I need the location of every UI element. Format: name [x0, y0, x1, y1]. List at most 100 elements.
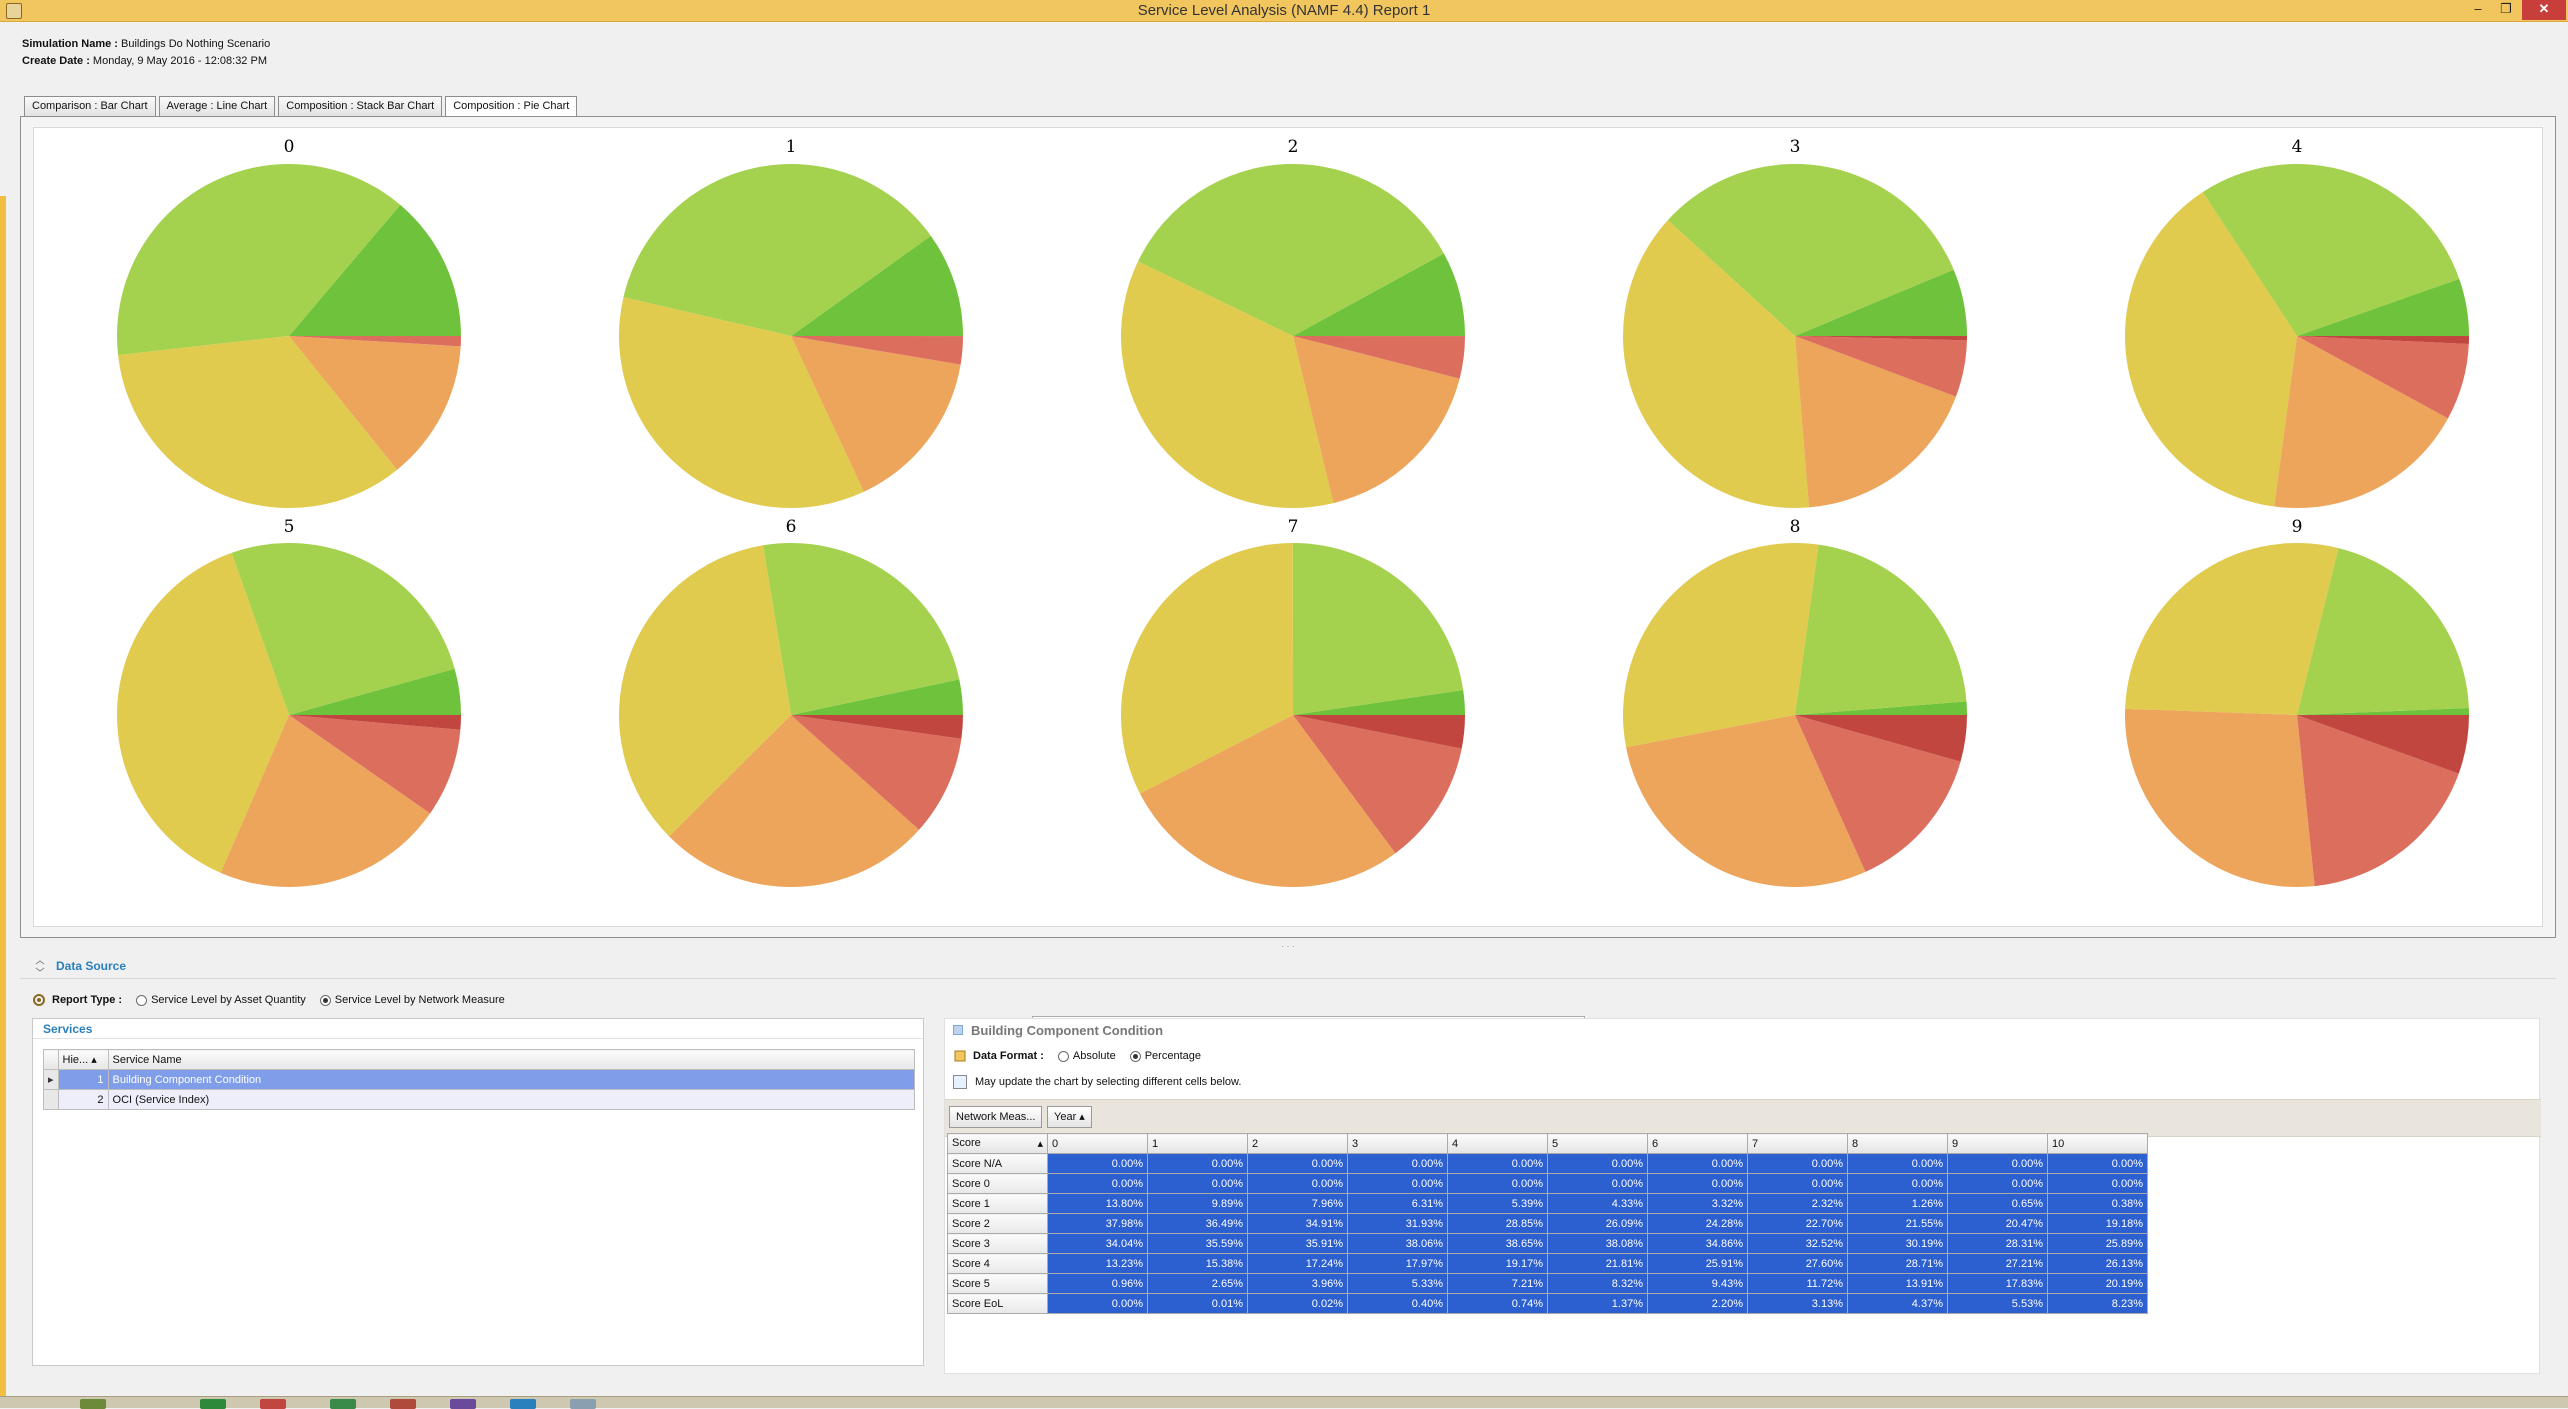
score-row-label[interactable]: Score 0 [948, 1174, 1048, 1194]
asset-quantity-label[interactable]: Service Level by Asset Quantity [151, 994, 306, 1006]
table-cell[interactable]: 0.65% [1948, 1194, 2048, 1214]
table-cell[interactable]: 11.72% [1748, 1274, 1848, 1294]
year-column-header[interactable]: 3 [1348, 1134, 1448, 1154]
tab-stack-bar-chart[interactable]: Composition : Stack Bar Chart [278, 96, 442, 116]
service-id[interactable]: 2 [58, 1090, 108, 1110]
table-cell[interactable]: 17.24% [1248, 1254, 1348, 1274]
table-cell[interactable]: 0.96% [1048, 1274, 1148, 1294]
table-cell[interactable]: 37.98% [1048, 1214, 1148, 1234]
table-cell[interactable]: 0.00% [1448, 1154, 1548, 1174]
table-cell[interactable]: 28.85% [1448, 1214, 1548, 1234]
table-cell[interactable]: 2.32% [1748, 1194, 1848, 1214]
table-cell[interactable]: 28.31% [1948, 1234, 2048, 1254]
table-cell[interactable]: 32.52% [1748, 1234, 1848, 1254]
score-row-label[interactable]: Score 2 [948, 1214, 1048, 1234]
table-cell[interactable]: 6.31% [1348, 1194, 1448, 1214]
table-cell[interactable]: 17.83% [1948, 1274, 2048, 1294]
table-cell[interactable]: 5.53% [1948, 1294, 2048, 1314]
score-row-label[interactable]: Score 4 [948, 1254, 1048, 1274]
year-column-header[interactable]: 0 [1048, 1134, 1148, 1154]
table-cell[interactable]: 35.91% [1248, 1234, 1348, 1254]
table-cell[interactable]: 7.96% [1248, 1194, 1348, 1214]
table-cell[interactable]: 5.33% [1348, 1274, 1448, 1294]
hierarchy-column-header[interactable]: Hie... ▴ [58, 1050, 108, 1070]
restore-button[interactable]: ❐ [2492, 0, 2520, 20]
year-column-header[interactable]: 9 [1948, 1134, 2048, 1154]
year-column-header[interactable]: 6 [1648, 1134, 1748, 1154]
table-cell[interactable]: 0.00% [1048, 1154, 1148, 1174]
table-cell[interactable]: 27.21% [1948, 1254, 2048, 1274]
year-column-header[interactable]: 5 [1548, 1134, 1648, 1154]
table-cell[interactable]: 34.04% [1048, 1234, 1148, 1254]
score-row-label[interactable]: Score 1 [948, 1194, 1048, 1214]
table-cell[interactable]: 9.89% [1148, 1194, 1248, 1214]
score-column-header[interactable]: Score ▴ [948, 1134, 1048, 1154]
table-cell[interactable]: 0.40% [1348, 1294, 1448, 1314]
table-cell[interactable]: 38.08% [1548, 1234, 1648, 1254]
table-cell[interactable]: 13.80% [1048, 1194, 1148, 1214]
table-cell[interactable]: 2.65% [1148, 1274, 1248, 1294]
table-row[interactable]: ▸ 1 Building Component Condition [44, 1070, 915, 1090]
table-cell[interactable]: 0.00% [1848, 1154, 1948, 1174]
table-cell[interactable]: 17.97% [1348, 1254, 1448, 1274]
table-cell[interactable]: 0.00% [1848, 1174, 1948, 1194]
year-column-header[interactable]: 10 [2048, 1134, 2148, 1154]
table-cell[interactable]: 0.02% [1248, 1294, 1348, 1314]
title-bar[interactable]: Service Level Analysis (NAMF 4.4) Report… [0, 0, 2568, 22]
tab-pie-chart[interactable]: Composition : Pie Chart [445, 96, 577, 117]
network-measure-label[interactable]: Service Level by Network Measure [335, 994, 505, 1006]
table-cell[interactable]: 0.00% [1648, 1154, 1748, 1174]
panel-splitter[interactable]: · · · [20, 944, 2556, 950]
tab-line-chart[interactable]: Average : Line Chart [159, 96, 276, 116]
table-cell[interactable]: 38.06% [1348, 1234, 1448, 1254]
table-cell[interactable]: 22.70% [1748, 1214, 1848, 1234]
table-cell[interactable]: 0.00% [2048, 1154, 2148, 1174]
table-cell[interactable]: 7.21% [1448, 1274, 1548, 1294]
table-cell[interactable]: 0.00% [1448, 1174, 1548, 1194]
table-cell[interactable]: 0.00% [1948, 1174, 2048, 1194]
table-cell[interactable]: 4.37% [1848, 1294, 1948, 1314]
service-id[interactable]: 1 [58, 1070, 108, 1090]
score-row-label[interactable]: Score EoL [948, 1294, 1048, 1314]
table-cell[interactable]: 13.23% [1048, 1254, 1148, 1274]
network-measure-radio[interactable] [320, 995, 331, 1006]
table-cell[interactable]: 8.32% [1548, 1274, 1648, 1294]
table-cell[interactable]: 0.00% [1348, 1154, 1448, 1174]
table-cell[interactable]: 21.55% [1848, 1214, 1948, 1234]
table-cell[interactable]: 3.13% [1748, 1294, 1848, 1314]
table-cell[interactable]: 24.28% [1648, 1214, 1748, 1234]
table-cell[interactable]: 0.00% [1248, 1154, 1348, 1174]
service-name[interactable]: Building Component Condition [108, 1070, 914, 1090]
table-cell[interactable]: 0.38% [2048, 1194, 2148, 1214]
collapse-icon[interactable] [34, 960, 46, 972]
table-cell[interactable]: 19.18% [2048, 1214, 2148, 1234]
table-row[interactable]: 2 OCI (Service Index) [44, 1090, 915, 1110]
table-cell[interactable]: 4.33% [1548, 1194, 1648, 1214]
percentage-label[interactable]: Percentage [1145, 1050, 1201, 1062]
minimize-button[interactable]: – [2464, 0, 2492, 20]
year-column-header[interactable]: 2 [1248, 1134, 1348, 1154]
percentage-radio[interactable] [1130, 1051, 1141, 1062]
table-cell[interactable]: 1.37% [1548, 1294, 1648, 1314]
table-cell[interactable]: 0.00% [1548, 1174, 1648, 1194]
table-cell[interactable]: 26.09% [1548, 1214, 1648, 1234]
table-cell[interactable]: 0.00% [1248, 1174, 1348, 1194]
year-column-header[interactable]: 7 [1748, 1134, 1848, 1154]
table-cell[interactable]: 9.43% [1648, 1274, 1748, 1294]
table-cell[interactable]: 25.89% [2048, 1234, 2148, 1254]
table-cell[interactable]: 0.00% [1548, 1154, 1648, 1174]
pie-slice-score-2[interactable] [1795, 545, 1966, 715]
table-cell[interactable]: 0.00% [1048, 1294, 1148, 1314]
table-cell[interactable]: 0.01% [1148, 1294, 1248, 1314]
table-cell[interactable]: 38.65% [1448, 1234, 1548, 1254]
service-name[interactable]: OCI (Service Index) [108, 1090, 914, 1110]
table-cell[interactable]: 3.32% [1648, 1194, 1748, 1214]
year-column-header[interactable]: 1 [1148, 1134, 1248, 1154]
